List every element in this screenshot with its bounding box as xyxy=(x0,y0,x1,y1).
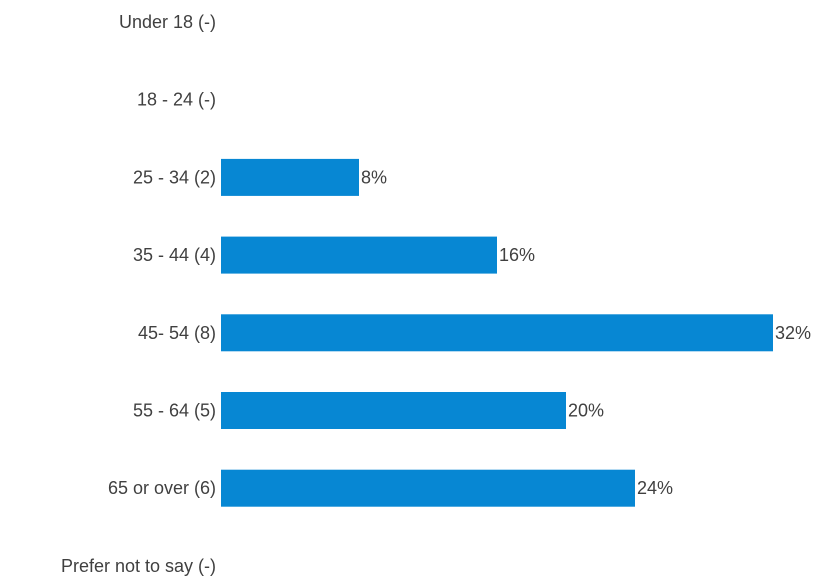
bar xyxy=(221,158,359,196)
value-label: 20% xyxy=(568,401,604,421)
category-label: 35 - 44 (4) xyxy=(133,245,216,265)
value-label: 32% xyxy=(775,323,811,343)
category-label: Under 18 (-) xyxy=(119,12,216,32)
value-label: 24% xyxy=(637,478,673,498)
value-labels-group: 8% 16% 32% 20% 24% xyxy=(361,167,811,498)
category-label: 45- 54 (8) xyxy=(138,323,216,343)
category-label: 25 - 34 (2) xyxy=(133,167,216,187)
category-labels-group: Under 18 (-) 18 - 24 (-) 25 - 34 (2) 35 - 4… xyxy=(61,12,216,576)
bar xyxy=(221,236,497,274)
bar xyxy=(221,314,773,352)
category-label: 65 or over (6) xyxy=(108,478,216,498)
value-label: 16% xyxy=(499,245,535,265)
value-label: 8% xyxy=(361,167,387,187)
bar xyxy=(221,469,635,507)
bars-group xyxy=(221,158,773,507)
bar xyxy=(221,392,566,429)
category-label: 55 - 64 (5) xyxy=(133,401,216,421)
category-label: Prefer not to say (-) xyxy=(61,556,216,576)
category-label: 18 - 24 (-) xyxy=(137,90,216,110)
